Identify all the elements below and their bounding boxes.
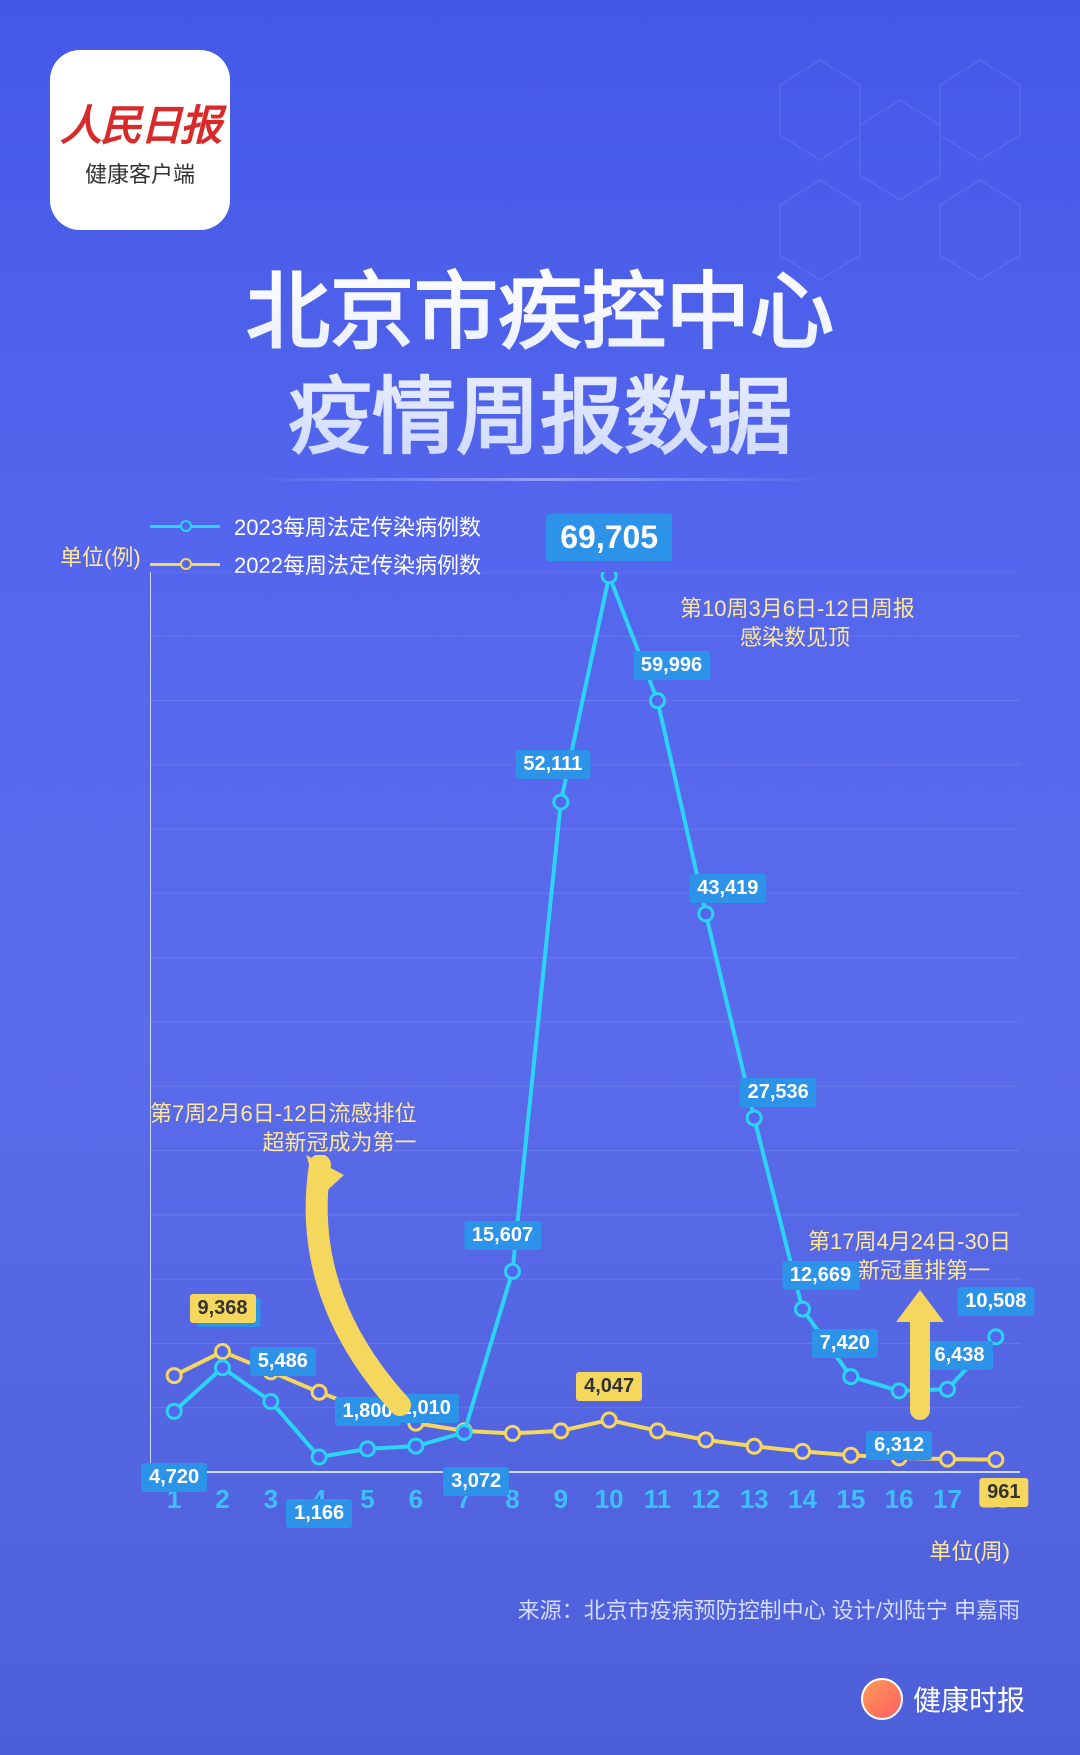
arrow-week7 xyxy=(290,1155,490,1435)
data-label: 59,996 xyxy=(633,651,710,680)
svg-text:13: 13 xyxy=(740,1484,769,1514)
data-label: 4,720 xyxy=(141,1463,207,1492)
logo-box: 人民日报 健康客户端 xyxy=(50,50,230,230)
weibo-icon xyxy=(861,1678,903,1720)
data-label: 52,111 xyxy=(515,750,590,779)
svg-text:10: 10 xyxy=(595,1484,624,1514)
svg-text:11: 11 xyxy=(644,1484,672,1514)
arrow-week17 xyxy=(880,1290,960,1420)
svg-text:5: 5 xyxy=(360,1484,374,1514)
chart-container: 单位(例) 2023每周法定传染病例数 2022每周法定传染病例数 05,000… xyxy=(60,510,1020,1560)
svg-text:2: 2 xyxy=(215,1484,229,1514)
title-underline xyxy=(250,478,830,481)
data-label: 4,047 xyxy=(576,1372,642,1401)
logo-sub-text: 健康客户端 xyxy=(85,157,195,189)
svg-text:14: 14 xyxy=(788,1484,817,1514)
svg-text:3: 3 xyxy=(264,1484,278,1514)
svg-text:6: 6 xyxy=(409,1484,423,1514)
page-title: 北京市疾控中心 疫情周报数据 xyxy=(0,260,1080,470)
data-label: 6,312 xyxy=(866,1431,932,1460)
data-label: 43,419 xyxy=(689,874,766,903)
annotation-week17: 第17周4月24日-30日 新冠重排第一 xyxy=(808,1228,1011,1285)
annotation-peak: 第10周3月6日-12日周报 感染数见顶 xyxy=(680,595,915,652)
annotation-week7: 第7周2月6日-12日流感排位 超新冠成为第一 xyxy=(150,1100,417,1157)
data-label: 7,420 xyxy=(812,1329,878,1358)
footer-brand: 健康时报 xyxy=(861,1678,1025,1720)
x-axis-unit: 单位(周) xyxy=(929,1534,1010,1566)
data-label: 961 xyxy=(979,1478,1028,1507)
data-label: 10,508 xyxy=(957,1287,1034,1316)
svg-text:16: 16 xyxy=(885,1484,914,1514)
logo-main-text: 人民日报 xyxy=(60,92,220,153)
y-axis-unit: 单位(例) xyxy=(60,540,141,572)
svg-text:9: 9 xyxy=(554,1484,568,1514)
legend-item-2023: 2023每周法定传染病例数 xyxy=(150,510,481,542)
data-label: 1,166 xyxy=(286,1499,352,1528)
data-label: 69,705 xyxy=(546,514,672,561)
svg-text:17: 17 xyxy=(933,1484,962,1514)
svg-text:15: 15 xyxy=(836,1484,865,1514)
data-label: 3,072 xyxy=(443,1467,509,1496)
data-label: 9,368 xyxy=(189,1294,255,1323)
footer-source: 来源：北京市疫病预防控制中心 设计/刘陆宁 申嘉雨 xyxy=(518,1593,1020,1625)
svg-text:12: 12 xyxy=(691,1484,720,1514)
data-label: 27,536 xyxy=(740,1078,817,1107)
